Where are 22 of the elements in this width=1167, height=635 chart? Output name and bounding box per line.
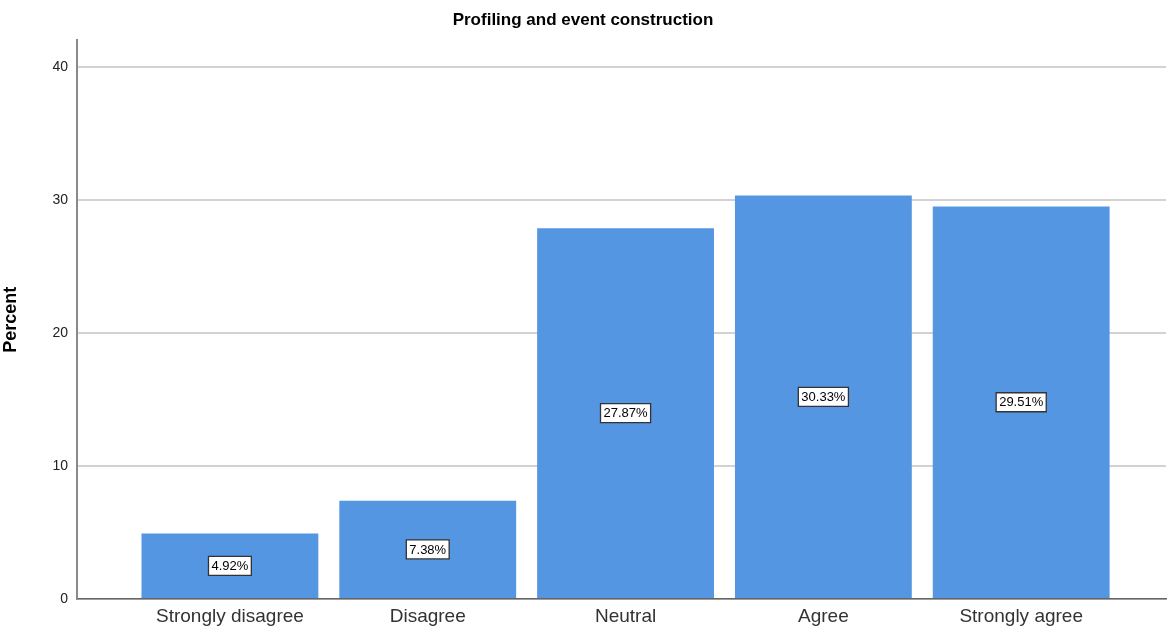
chart-title: Profiling and event construction [452, 9, 714, 29]
x-tick-label: Agree [798, 604, 849, 626]
y-tick-label: 20 [52, 323, 69, 340]
bar [537, 228, 714, 598]
bar [734, 195, 912, 598]
x-tick-label: Strongly disagree [155, 604, 304, 626]
data-label: 4.92% [211, 557, 249, 573]
bar [932, 206, 1110, 598]
x-tick-label: Strongly agree [959, 604, 1083, 626]
data-label: 29.51% [999, 394, 1044, 410]
bar [141, 533, 319, 598]
x-tick-label: Disagree [389, 604, 466, 626]
x-tick-label: Neutral [594, 604, 657, 626]
y-tick-label: 40 [52, 57, 69, 74]
bar [339, 500, 517, 598]
data-label: 30.33% [801, 388, 846, 404]
data-label: 27.87% [603, 405, 649, 421]
y-tick-label: 0 [60, 589, 69, 606]
data-label: 7.38% [409, 541, 447, 557]
y-tick-label: 30 [52, 190, 69, 207]
y-tick-label: 10 [52, 456, 69, 473]
y-axis-title: Percent [0, 286, 20, 353]
